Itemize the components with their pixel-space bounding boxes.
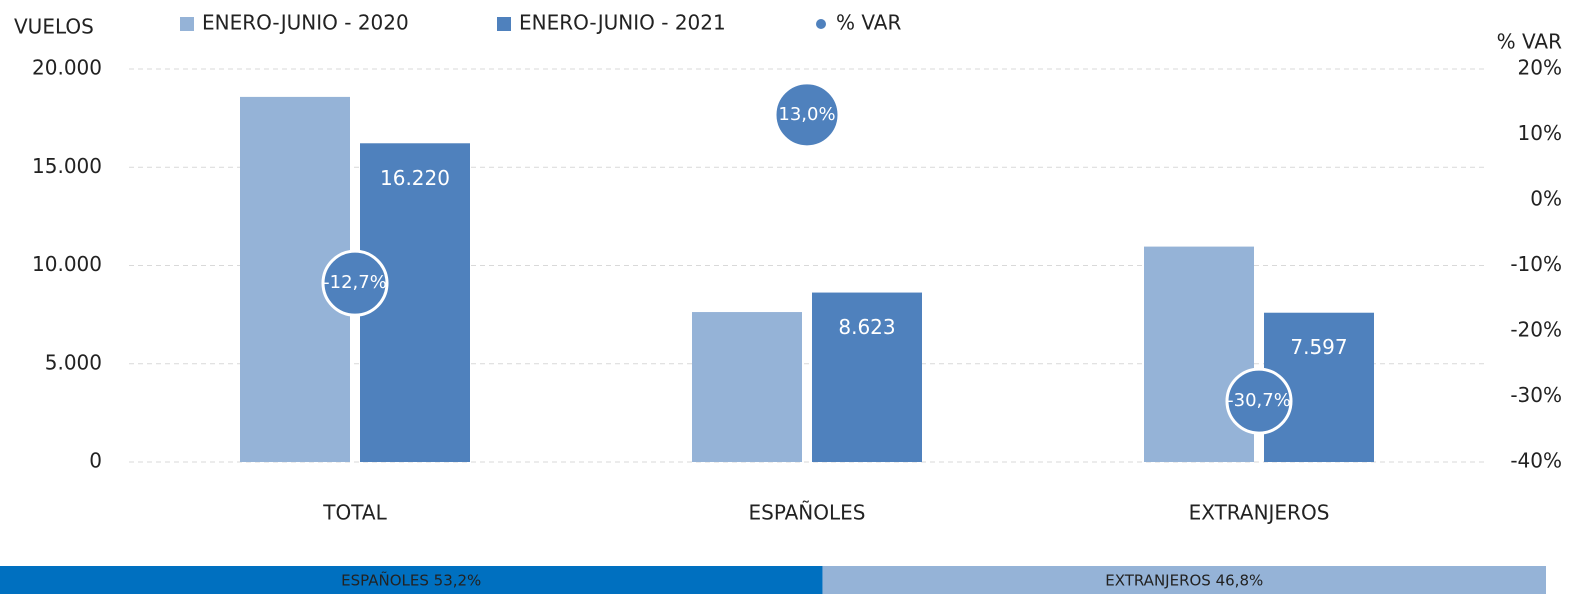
legend-label: % VAR (836, 11, 901, 35)
x-tick-label: EXTRANJEROS (1189, 501, 1330, 525)
y-tick-label: 5.000 (45, 350, 102, 374)
legend-label: ENERO-JUNIO - 2020 (202, 11, 409, 35)
legend-marker (180, 17, 194, 31)
y-tick-label: 0 (89, 449, 102, 473)
y-tick-label: 20.000 (32, 56, 102, 80)
var-label: 13,0% (778, 104, 835, 125)
share-label: EXTRANJEROS 46,8% (1105, 572, 1263, 590)
y-tick-label: 10.000 (32, 252, 102, 276)
var-label: -12,7% (323, 272, 387, 293)
y2-tick-label: -20% (1510, 318, 1562, 342)
bar (812, 292, 922, 462)
y2-tick-label: 0% (1530, 187, 1562, 211)
legend-marker (497, 17, 511, 31)
share-label: ESPAÑOLES 53,2% (341, 571, 481, 590)
data-label: 16.220 (380, 166, 450, 190)
x-tick-label: ESPAÑOLES (749, 501, 866, 525)
y2-tick-label: 20% (1518, 56, 1562, 80)
share-bar (0, 566, 823, 594)
data-label: 7.597 (1290, 335, 1347, 359)
x-tick-label: TOTAL (322, 501, 387, 525)
share-bar (822, 566, 1546, 594)
var-marker (1225, 367, 1293, 435)
bar (1144, 246, 1254, 462)
y2-axis-title: % VAR (1497, 30, 1562, 54)
var-marker (321, 249, 389, 317)
y-tick-label: 15.000 (32, 154, 102, 178)
y2-tick-label: 10% (1518, 121, 1562, 145)
bar (692, 312, 802, 462)
y-axis-title: VUELOS (14, 15, 94, 39)
y2-tick-label: -10% (1510, 252, 1562, 276)
y2-tick-label: -30% (1510, 383, 1562, 407)
y2-tick-label: -40% (1510, 449, 1562, 473)
data-label: 8.623 (838, 315, 895, 339)
var-marker (773, 81, 841, 149)
var-label: -30,7% (1227, 390, 1291, 411)
legend-label: ENERO-JUNIO - 2021 (519, 11, 726, 35)
legend-marker (816, 19, 826, 29)
